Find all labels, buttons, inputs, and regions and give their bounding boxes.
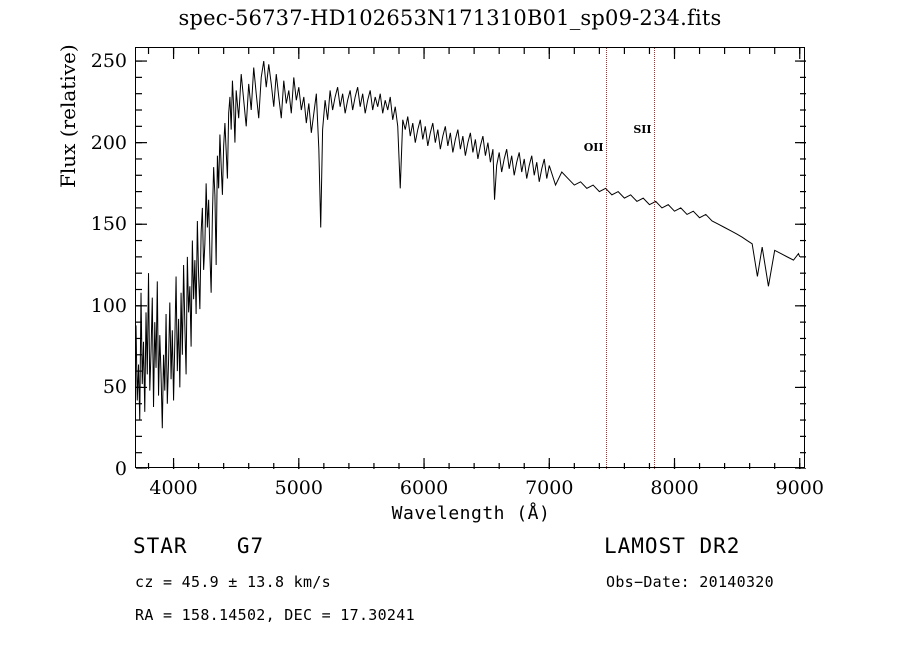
line-marker-sii xyxy=(654,48,656,469)
plot-frame: 0 50 100 150 200 250 4000 5000 6000 7000 8000 9000… xyxy=(56,44,824,524)
object-type: STAR xyxy=(133,534,188,558)
line-label-oii: OII xyxy=(583,141,604,154)
coordinates: RA = 158.14502, DEC = 17.30241 xyxy=(135,606,415,624)
x-tick-label-4000: 4000 xyxy=(149,477,198,499)
x-axis-label: Wavelength (Å) xyxy=(391,503,551,524)
y-tick-label-150: 150 xyxy=(90,213,127,236)
y-tick-label-0: 0 xyxy=(114,458,127,480)
y-tick-label-250: 250 xyxy=(90,50,127,73)
y-tick-label-50: 50 xyxy=(102,376,127,399)
plot-title: spec-56737-HD102653N171310B01_sp09-234.f… xyxy=(178,6,722,30)
x-tick-label-8000: 8000 xyxy=(650,477,699,499)
obs-date: Obs−Date: 20140320 xyxy=(606,573,774,591)
line-marker-oii xyxy=(605,48,607,469)
spectral-class: G7 xyxy=(236,534,265,558)
object-type-label: STAR G7 xyxy=(133,534,264,558)
spectrum-trace xyxy=(136,60,801,429)
y-axis-label: Flux (relative) xyxy=(56,44,80,188)
axis-minor-ticks xyxy=(136,48,806,469)
x-tick-label-7000: 7000 xyxy=(525,477,574,499)
redshift-velocity: cz = 45.9 ± 13.8 km/s xyxy=(135,573,331,591)
x-tick-label-9000: 9000 xyxy=(775,477,824,499)
x-tick-label-5000: 5000 xyxy=(274,477,323,499)
survey-label: LAMOST DR2 xyxy=(604,534,741,558)
y-tick-label-200: 200 xyxy=(90,131,127,154)
x-tick-label-6000: 6000 xyxy=(399,477,449,499)
axis-major-ticks xyxy=(136,48,806,469)
line-label-sii: SII xyxy=(633,123,652,136)
spectrum-plot xyxy=(136,48,806,469)
y-tick-label-100: 100 xyxy=(90,294,127,317)
